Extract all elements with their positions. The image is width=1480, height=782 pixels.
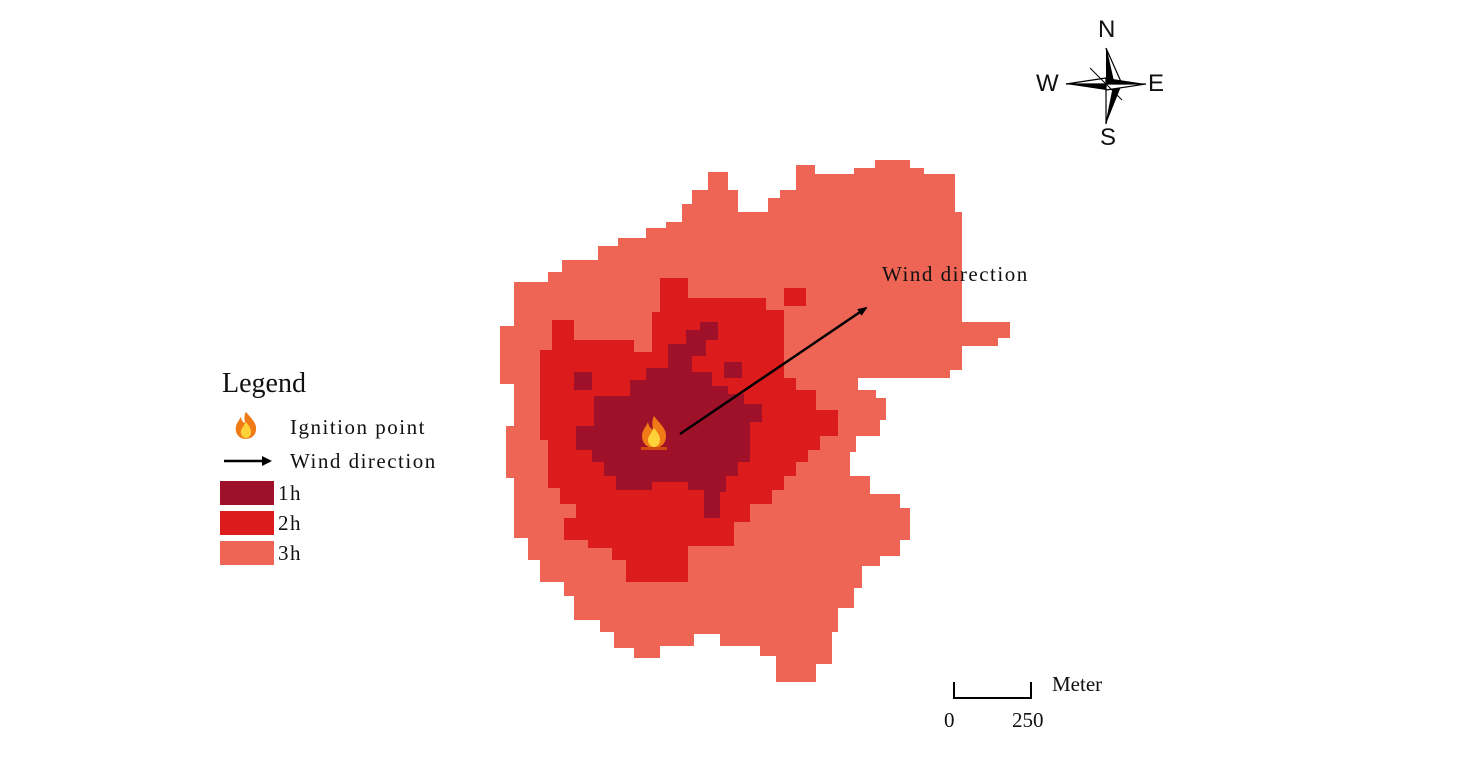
legend-item-1h: 1h [220, 478, 500, 508]
legend-swatch-2h [220, 511, 274, 535]
legend: Legend Ignition point Wind direction 1h … [220, 366, 500, 568]
compass-east: E [1148, 70, 1165, 97]
legend-item-3h: 3h [220, 538, 500, 568]
legend-swatch-3h [220, 541, 274, 565]
compass-north: N [1098, 16, 1116, 43]
legend-label-1h: 1h [278, 480, 302, 505]
scale-bar: Meter 0 250 [940, 670, 1102, 740]
legend-item-wind: Wind direction [220, 444, 500, 478]
compass-west: W [1036, 70, 1059, 97]
legend-item-ignition: Ignition point [220, 410, 500, 444]
north-arrow-compass: N S W E [1030, 8, 1170, 151]
scale-bar-line [953, 682, 1032, 699]
wind-direction-annotation: Wind direction [882, 262, 1029, 286]
arrow-right-icon [224, 456, 272, 466]
scale-end: 250 [1012, 708, 1044, 732]
flame-icon [641, 416, 667, 450]
scale-unit: Meter [1052, 672, 1103, 696]
legend-swatch-1h [220, 481, 274, 505]
legend-label-wind: Wind direction [290, 448, 437, 473]
legend-label-3h: 3h [278, 540, 302, 565]
flame-icon [235, 412, 257, 439]
legend-label-ignition: Ignition point [290, 414, 426, 439]
compass-rose-icon [1065, 47, 1147, 125]
legend-item-2h: 2h [220, 508, 500, 538]
zone-1h [574, 322, 762, 518]
legend-label-2h: 2h [278, 510, 302, 535]
legend-title: Legend [222, 368, 306, 399]
compass-south: S [1100, 124, 1117, 151]
wind-direction-arrow [679, 306, 868, 436]
scale-start: 0 [944, 708, 955, 732]
